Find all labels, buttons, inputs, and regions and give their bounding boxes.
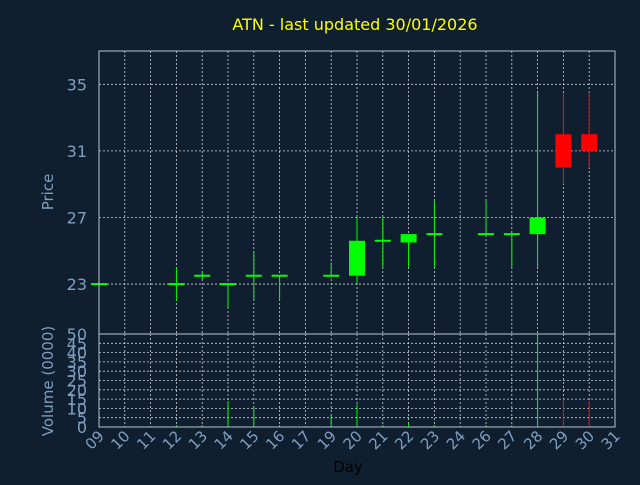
- x-tick-label: 13: [185, 427, 211, 453]
- volume-y-tick-label: 20: [67, 381, 87, 400]
- chart-title: ATN - last updated 30/01/2026: [232, 15, 477, 34]
- x-tick-label: 21: [365, 427, 391, 453]
- x-tick-label: 20: [340, 427, 366, 453]
- candle-body: [555, 134, 572, 168]
- volume-y-tick-label: 15: [67, 390, 87, 409]
- candle-body: [581, 134, 598, 151]
- candle-body: [349, 240, 365, 276]
- x-tick-label: 19: [314, 427, 340, 453]
- price-y-tick-label: 27: [67, 208, 87, 227]
- x-tick-label: 10: [107, 427, 133, 453]
- x-tick-label: 12: [159, 427, 185, 453]
- volume-axis-label: Volume (0000): [39, 326, 57, 436]
- x-tick-label: 17: [288, 427, 314, 453]
- volume-y-tick-label: 10: [67, 399, 87, 418]
- volume-y-tick-label: 25: [67, 372, 87, 391]
- x-tick-label: 24: [443, 427, 469, 453]
- volume-y-tick-label: 45: [67, 334, 87, 353]
- x-tick-label: 22: [391, 427, 417, 453]
- price-y-tick-label: 35: [67, 75, 87, 94]
- price-y-tick-label: 23: [67, 275, 87, 294]
- price-y-tick-label: 31: [67, 142, 87, 161]
- volume-y-tick-label: 35: [67, 353, 87, 372]
- candle-body: [271, 274, 288, 277]
- x-tick-label: 29: [546, 427, 572, 453]
- x-tick-labels: 09 10 11 12 13 14 15 16 17 19 20 21 22 23 24 26 27 28 29 30…: [82, 427, 624, 453]
- candle-body: [194, 274, 211, 277]
- x-tick-label: 15: [236, 427, 262, 453]
- candle-body: [478, 233, 494, 236]
- x-tick-label: 14: [211, 427, 237, 453]
- volume-y-tick-label: 0: [77, 418, 87, 437]
- candles: [91, 92, 598, 308]
- price-y-tick-labels: 23 27 31 35: [67, 75, 87, 294]
- x-tick-label: 28: [520, 427, 546, 453]
- volume-y-tick-label: 40: [67, 344, 87, 363]
- x-tick-label: 30: [572, 427, 598, 453]
- x-tick-label: 23: [417, 427, 443, 453]
- candle-body: [426, 233, 443, 236]
- candle-body: [374, 239, 391, 242]
- x-axis-label: Day: [333, 458, 363, 476]
- volume-y-tick-label: 50: [67, 325, 87, 344]
- x-tick-label: 26: [469, 427, 495, 453]
- price-axis-label: Price: [39, 174, 57, 211]
- volume-y-tick-label: 5: [77, 409, 87, 428]
- candle-body: [529, 217, 546, 235]
- candle-body: [245, 274, 262, 277]
- volume-panel-frame: [98, 333, 616, 428]
- candle-body: [168, 283, 185, 286]
- x-tick-label: 31: [598, 427, 624, 453]
- volume-y-tick-label: 30: [67, 362, 87, 381]
- volume-bars: [98, 334, 590, 427]
- candle-body: [220, 283, 236, 286]
- x-tick-label: 16: [262, 427, 288, 453]
- candle-body: [400, 234, 417, 243]
- candle-body: [503, 233, 520, 236]
- candle-body: [323, 274, 340, 277]
- x-tick-label: 11: [133, 427, 159, 453]
- x-tick-label: 27: [494, 427, 520, 453]
